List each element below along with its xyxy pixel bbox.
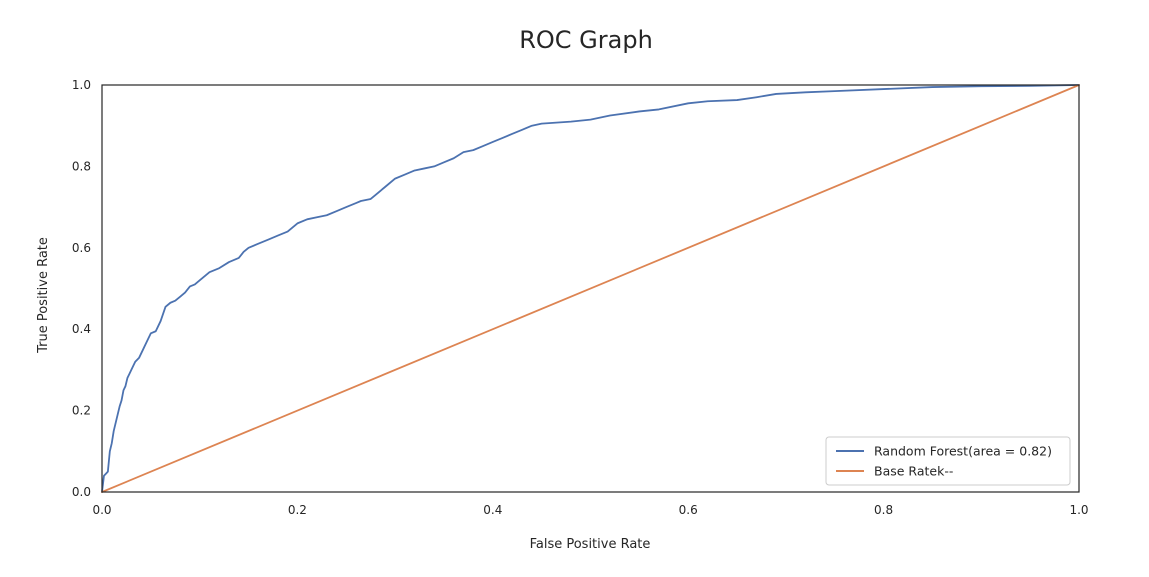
legend: Random Forest(area = 0.82) Base Ratek-- (825, 436, 1071, 486)
y-tick-label: 0.8 (72, 159, 91, 173)
y-tick-label: 1.0 (72, 78, 91, 92)
ticks-layer: 0.0 0.2 0.4 0.6 0.8 1.0 0.0 0.2 0.4 0.6 0.8 1.0 (72, 78, 1089, 517)
legend-label: Random Forest(area = 0.82) (874, 444, 1052, 459)
x-tick-label: 1.0 (1069, 503, 1088, 517)
legend-box (825, 436, 1071, 486)
x-tick-label: 0.8 (874, 503, 893, 517)
x-tick-label: 0.0 (92, 503, 111, 517)
series-line-base-rate (101, 84, 1080, 493)
x-tick-label: 0.2 (288, 503, 307, 517)
series-layer (101, 84, 1080, 493)
plot-frame (101, 84, 1080, 493)
x-axis-label: False Positive Rate (530, 537, 651, 552)
x-tick-label: 0.6 (679, 503, 698, 517)
y-tick-label: 0.2 (72, 404, 91, 418)
y-tick-label: 0.0 (72, 485, 91, 499)
y-tick-label: 0.4 (72, 322, 91, 336)
series-line-random-forest (101, 84, 1080, 493)
legend-label: Base Ratek-- (874, 464, 953, 479)
y-tick-label: 0.6 (72, 241, 91, 255)
chart-title: ROC Graph (519, 26, 653, 54)
y-axis-label: True Positive Rate (36, 237, 51, 354)
x-tick-label: 0.4 (483, 503, 502, 517)
